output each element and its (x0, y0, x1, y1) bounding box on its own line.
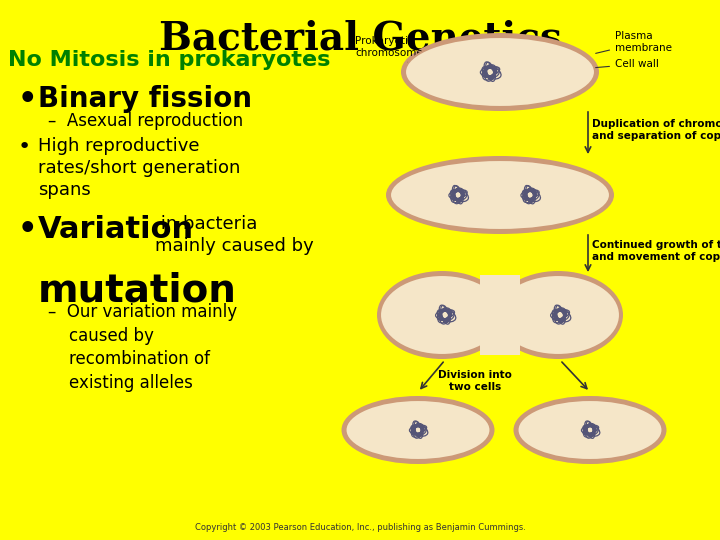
Ellipse shape (341, 396, 495, 464)
Text: Plasma
membrane: Plasma membrane (595, 31, 672, 53)
Ellipse shape (513, 396, 667, 464)
Text: Prokaryotic
chromosome: Prokaryotic chromosome (355, 36, 423, 64)
Text: Cell wall: Cell wall (594, 59, 659, 69)
Text: Division into
two cells: Division into two cells (438, 370, 512, 392)
Text: High reproductive
rates/short generation
spans: High reproductive rates/short generation… (38, 137, 240, 199)
Text: –  Our variation mainly
    caused by
    recombination of
    existing alleles: – Our variation mainly caused by recombi… (48, 303, 237, 392)
Text: •: • (18, 215, 37, 244)
Ellipse shape (493, 271, 623, 359)
Text: No Mitosis in prokaryotes: No Mitosis in prokaryotes (8, 50, 330, 70)
Text: in bacteria
mainly caused by: in bacteria mainly caused by (155, 215, 314, 255)
Ellipse shape (390, 160, 610, 230)
Text: Variation: Variation (38, 215, 194, 244)
Ellipse shape (346, 400, 490, 460)
Text: –  Asexual reproduction: – Asexual reproduction (48, 112, 243, 130)
Bar (480, 275, 520, 355)
Text: Duplication of chromosome
and separation of copies: Duplication of chromosome and separation… (592, 119, 720, 140)
Ellipse shape (377, 271, 507, 359)
Text: Copyright © 2003 Pearson Education, Inc., publishing as Benjamin Cummings.: Copyright © 2003 Pearson Education, Inc.… (194, 523, 526, 532)
Ellipse shape (405, 37, 595, 107)
Ellipse shape (380, 275, 504, 355)
Text: Bacterial Genetics: Bacterial Genetics (158, 20, 562, 58)
Ellipse shape (496, 275, 620, 355)
Text: •: • (18, 85, 37, 114)
Ellipse shape (518, 400, 662, 460)
Text: Continued growth of the cell
and movement of copies: Continued growth of the cell and movemen… (592, 240, 720, 261)
Text: •: • (18, 137, 31, 157)
Text: Binary fission: Binary fission (38, 85, 252, 113)
Text: mutation: mutation (38, 272, 237, 310)
Ellipse shape (386, 156, 614, 234)
Ellipse shape (401, 33, 599, 111)
